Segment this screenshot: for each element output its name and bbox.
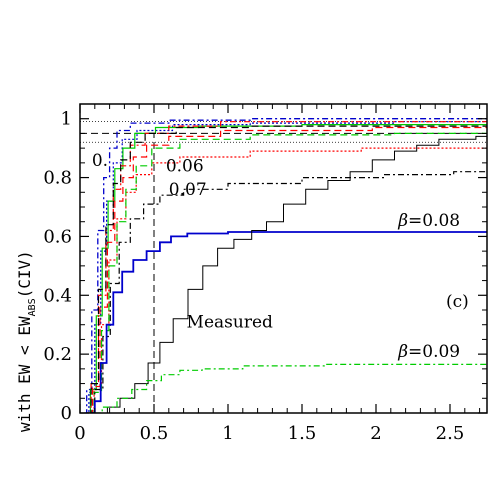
y-axis-label: with EW < EWABS(CIV)	[15, 250, 38, 432]
y-tick-label: 0.8	[43, 168, 72, 189]
annotation-label: 0.	[92, 151, 108, 171]
series-line-9	[91, 231, 487, 413]
plot-layer	[80, 118, 487, 413]
annotation-label: Measured	[187, 313, 273, 333]
annotation-label: β=0.09	[397, 342, 460, 362]
annotation-label: β=0.08	[397, 211, 460, 231]
plot-frame	[79, 103, 488, 414]
y-tick-label: 1	[61, 109, 72, 130]
x-tick-label: 0.5	[140, 423, 169, 444]
x-tick-label: 0	[74, 423, 85, 444]
x-tick-label: 1	[222, 423, 233, 444]
series-line-7	[87, 125, 487, 413]
series-line-4	[88, 126, 487, 413]
annotation-label: 0.06	[166, 157, 204, 177]
panel-label: (c)	[446, 292, 469, 312]
series-line-2	[87, 124, 487, 413]
annotation-label: 0.07	[169, 180, 207, 200]
y-tick-label: 0.4	[43, 285, 72, 306]
series-line-3	[87, 121, 487, 413]
text-layer: with EW < EWABS(CIV) 0 0.5 1 1.5 2 2.5 0 0.2 0.4…	[15, 109, 469, 444]
y-tick-label: 0.2	[43, 344, 72, 365]
axes-layer	[79, 103, 488, 414]
series-line-8	[90, 171, 487, 413]
series-line-0	[84, 118, 487, 413]
series-line-11	[94, 363, 487, 413]
series-line-6	[90, 132, 487, 413]
series-line-10	[102, 135, 487, 413]
y-tick-label: 0	[61, 403, 72, 424]
x-tick-label: 1.5	[288, 423, 317, 444]
series-line-5	[90, 147, 487, 413]
y-tick-label: 0.6	[43, 226, 72, 247]
x-tick-label: 2	[370, 423, 381, 444]
x-tick-label: 2.5	[436, 423, 465, 444]
series-group	[80, 118, 487, 413]
series-line-1	[85, 121, 487, 413]
